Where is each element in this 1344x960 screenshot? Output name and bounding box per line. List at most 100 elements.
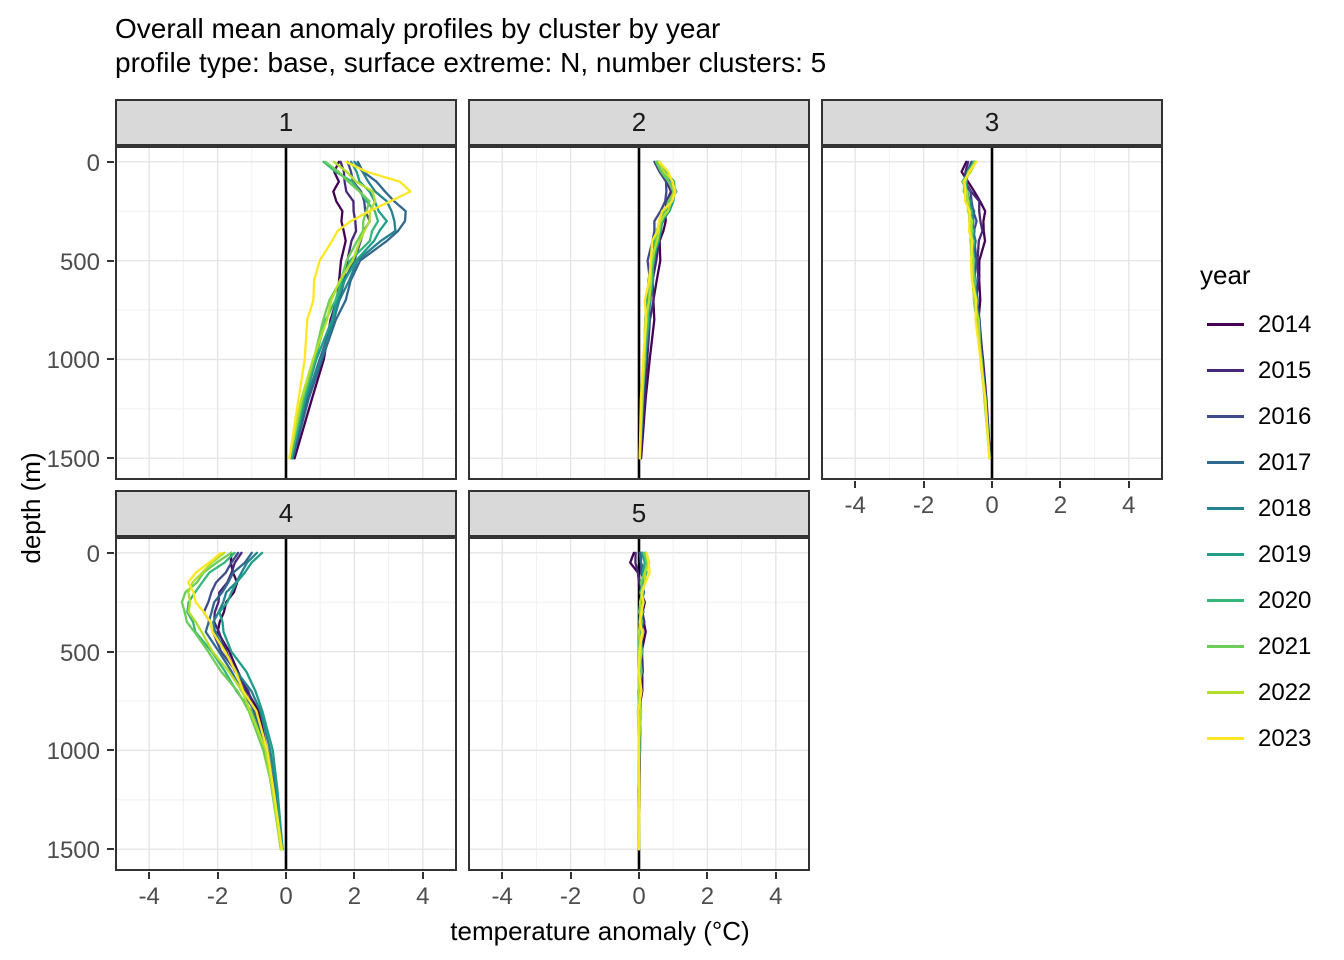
legend-key-line: [1207, 460, 1244, 464]
x-tick-mark: [706, 872, 709, 879]
x-tick-mark: [216, 872, 219, 879]
x-tick-mark: [285, 872, 287, 879]
legend-key-line: [1207, 368, 1244, 372]
x-tick-mark: [353, 872, 356, 879]
y-tick-mark: [107, 848, 114, 851]
y-tick-mark: [107, 650, 114, 653]
plot-title: Overall mean anomaly profiles by cluster…: [115, 13, 721, 44]
facet-panel-5: [468, 537, 810, 871]
x-tick-label: 0: [632, 883, 646, 910]
y-tick-label: 1000: [46, 738, 100, 766]
profile-line-2023: [963, 160, 991, 460]
profile-line-2022: [288, 160, 377, 460]
legend-key-line: [1207, 644, 1244, 648]
legend-item-label: 2015: [1258, 357, 1312, 384]
x-tick-mark: [421, 872, 424, 879]
facet-label: 2: [631, 107, 647, 137]
legend-title: year: [1200, 260, 1251, 290]
profile-line-2018: [212, 551, 284, 851]
profile-line-2017: [291, 160, 407, 460]
facet-plot-svg: [468, 537, 810, 871]
legend-item-label: 2022: [1258, 679, 1312, 706]
facet-label: 1: [278, 107, 294, 137]
x-tick-label: 2: [347, 883, 362, 910]
x-tick-label: -2: [912, 492, 935, 519]
x-tick-label: -4: [138, 883, 160, 910]
x-tick-mark: [638, 872, 640, 879]
facet-strip-3: 3: [821, 99, 1163, 146]
y-tick-mark: [107, 259, 114, 262]
x-tick-mark: [1059, 481, 1062, 488]
facet-plot-svg: [468, 146, 810, 480]
x-tick-label: 2: [700, 883, 715, 910]
y-tick-label: 1000: [46, 347, 100, 375]
profile-line-2019: [218, 551, 284, 851]
facet-strip-4: 4: [115, 490, 457, 537]
facet-strip-1: 1: [115, 99, 457, 146]
legend-item-label: 2016: [1258, 403, 1312, 430]
legend-key-line: [1207, 322, 1244, 326]
y-tick-label: 1500: [46, 446, 100, 474]
legend-item-label: 2021: [1258, 633, 1312, 660]
facet-label: 5: [631, 498, 647, 528]
x-tick-label: 4: [769, 883, 783, 910]
y-tick-mark: [107, 457, 114, 460]
legend-item-label: 2018: [1258, 495, 1312, 522]
x-tick-label: 4: [416, 883, 430, 910]
y-tick-label: 500: [59, 639, 100, 667]
y-tick-label: 0: [86, 149, 100, 177]
legend-key-line: [1207, 598, 1244, 602]
facet-strip-2: 2: [468, 99, 810, 146]
legend-item-label: 2014: [1258, 311, 1312, 338]
profile-line-2022: [637, 551, 651, 851]
x-tick-mark: [148, 872, 151, 879]
legend-key-line: [1207, 552, 1244, 556]
facet-panel-4: [115, 537, 457, 871]
facet-plot-svg: [115, 537, 457, 871]
x-tick-label: 2: [1053, 492, 1068, 519]
facet-plot-svg: [821, 146, 1163, 480]
facet-label: 3: [984, 107, 1000, 137]
x-axis-title: temperature anomaly (°C): [450, 916, 750, 946]
profile-line-2022: [187, 551, 283, 851]
x-tick-mark: [922, 481, 925, 488]
profile-line-2018: [289, 160, 397, 460]
x-tick-mark: [501, 872, 504, 879]
legend-item-label: 2023: [1258, 725, 1312, 752]
x-tick-label: 0: [985, 492, 999, 519]
legend-key-line: [1207, 414, 1244, 418]
legend-key-line: [1207, 506, 1244, 510]
x-tick-mark: [991, 481, 993, 488]
facet-label: 4: [278, 498, 294, 528]
profile-line-2023: [637, 551, 651, 851]
legend-item-label: 2019: [1258, 541, 1312, 568]
x-tick-mark: [854, 481, 857, 488]
facet-panel-1: [115, 146, 457, 480]
y-tick-mark: [107, 358, 114, 361]
y-tick-label: 1500: [46, 837, 100, 865]
legend: year 2014 2015 2016 2017 2018 2019 2020 2021 202…: [1200, 0, 1344, 960]
x-tick-label: 4: [1122, 492, 1136, 519]
facet-panel-2: [468, 146, 810, 480]
profile-line-2023: [288, 160, 412, 460]
y-tick-mark: [107, 551, 114, 554]
x-tick-label: 0: [279, 883, 293, 910]
x-tick-label: -2: [206, 883, 229, 910]
y-tick-label: 500: [59, 248, 100, 276]
x-tick-label: -2: [559, 883, 582, 910]
profile-line-2021: [288, 160, 371, 460]
legend-key-line: [1207, 736, 1244, 740]
x-tick-label: -4: [491, 883, 513, 910]
y-tick-mark: [107, 160, 114, 163]
legend-key-line: [1207, 690, 1244, 694]
legend-item-label: 2017: [1258, 449, 1312, 476]
y-tick-label: 0: [86, 540, 100, 568]
profile-line-2023: [186, 551, 284, 851]
x-tick-mark: [1127, 481, 1130, 488]
facet-strip-5: 5: [468, 490, 810, 537]
y-tick-mark: [107, 749, 114, 752]
facet-panel-3: [821, 146, 1163, 480]
facet-plot-svg: [115, 146, 457, 480]
plot-subtitle: profile type: base, surface extreme: N, …: [115, 47, 827, 78]
